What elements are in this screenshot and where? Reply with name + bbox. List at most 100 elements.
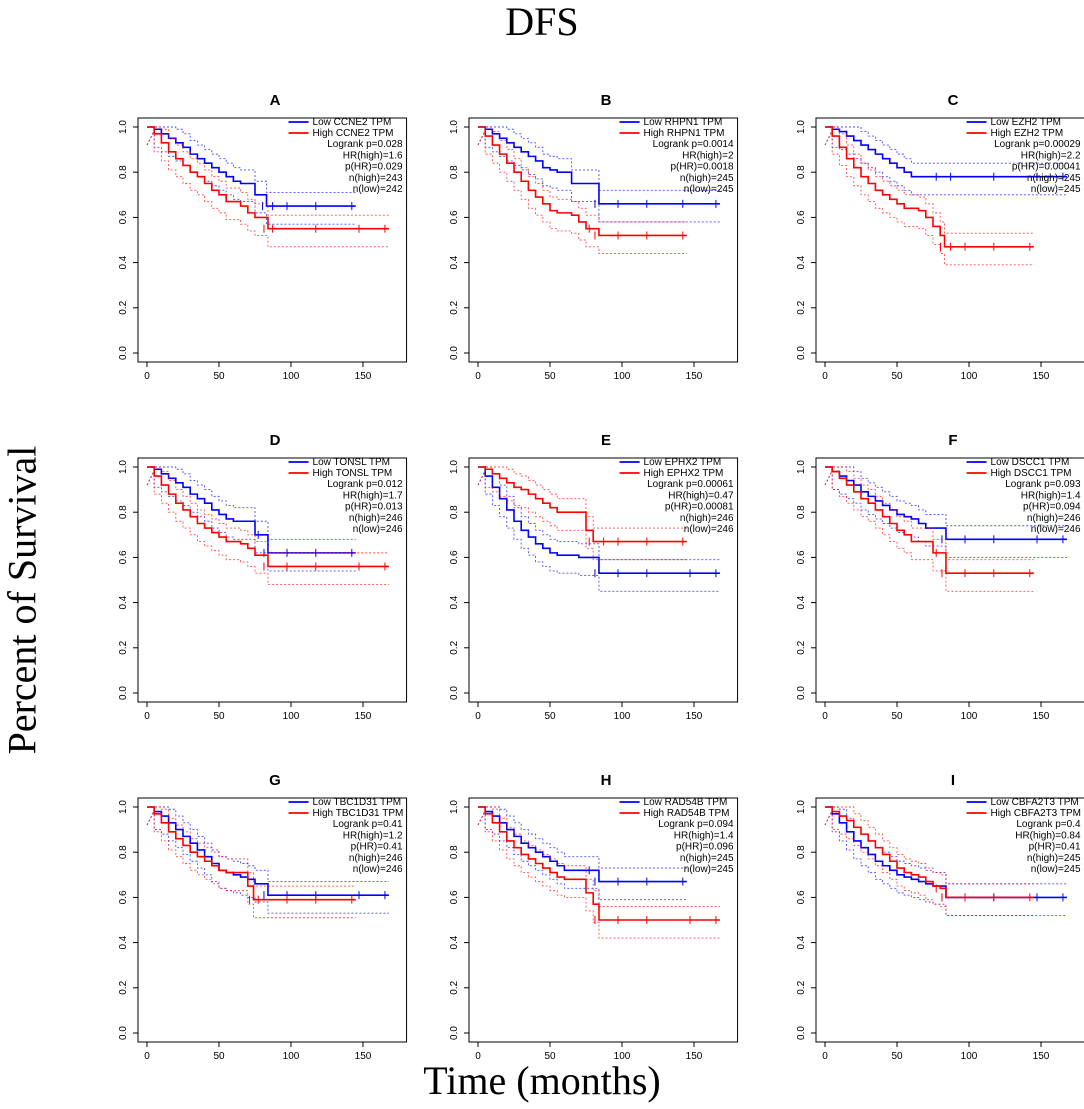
plot-frame bbox=[468, 797, 739, 1043]
x-tick-label: 150 bbox=[355, 371, 372, 382]
stat-line: n(high)=245 bbox=[680, 853, 734, 864]
panel-c: C 0 50 100 150 0.0 0.2 0.4 0.6 0.8 1.0 Low EZH2 TPM… bbox=[796, 92, 1084, 382]
stat-line: p(HR)=0.0018 bbox=[670, 162, 734, 173]
ci-lower-high bbox=[477, 130, 687, 255]
km-curve-high bbox=[147, 806, 356, 901]
x-tick-label: 100 bbox=[614, 1051, 631, 1062]
plot-frame bbox=[815, 117, 1084, 363]
panel-e: E 0 50 100 150 0.0 0.2 0.4 0.6 0.8 1.0 Low EPHX2 TP… bbox=[449, 432, 739, 722]
panel-b: B 0 50 100 150 0.0 0.2 0.4 0.6 0.8 1.0 Low RHPN1 TP… bbox=[449, 92, 739, 382]
stat-line: Logrank p=0.093 bbox=[1005, 479, 1081, 490]
plot-frame bbox=[815, 457, 1084, 703]
panel-h: H 0 50 100 150 0.0 0.2 0.4 0.6 0.8 1.0 Low RAD54B T… bbox=[449, 772, 739, 1062]
x-tick-label: 0 bbox=[144, 1051, 150, 1062]
panel-label: I bbox=[951, 772, 955, 789]
legend-entry-high: High RHPN1 TPM bbox=[644, 128, 725, 139]
x-tick-label: 50 bbox=[213, 711, 225, 722]
stat-line: Logrank p=0.094 bbox=[658, 819, 734, 830]
y-tick-label: 0.2 bbox=[796, 300, 807, 314]
x-tick-label: 100 bbox=[614, 711, 631, 722]
x-tick-label: 50 bbox=[544, 711, 556, 722]
ci-lower-high bbox=[824, 810, 1034, 916]
stat-line: HR(high)=1.7 bbox=[343, 490, 403, 501]
y-tick-label: 0.2 bbox=[449, 640, 460, 654]
plot-frame bbox=[468, 117, 739, 363]
y-tick-label: 0.8 bbox=[449, 165, 460, 179]
x-tick-label: 150 bbox=[686, 711, 703, 722]
stat-line: HR(high)=1.4 bbox=[1021, 490, 1081, 501]
x-tick-label: 0 bbox=[822, 1051, 828, 1062]
legend-entry-low: Low EZH2 TPM bbox=[991, 117, 1061, 128]
legend-entry-low: Low CBFA2T3 TPM bbox=[991, 797, 1079, 808]
ci-lower-high bbox=[146, 130, 389, 248]
stat-line: n(high)=246 bbox=[349, 513, 403, 524]
y-tick-label: 0.4 bbox=[796, 935, 807, 949]
y-tick-label: 0.4 bbox=[796, 255, 807, 269]
ci-lower-low bbox=[146, 810, 389, 914]
panel-label: G bbox=[269, 772, 281, 789]
y-tick-label: 0.2 bbox=[796, 980, 807, 994]
stat-line: HR(high)=0.84 bbox=[1015, 830, 1081, 841]
panel-label: D bbox=[270, 432, 281, 449]
y-tick-label: 0.0 bbox=[118, 686, 129, 700]
y-tick-label: 0.6 bbox=[118, 210, 129, 224]
ci-lower-high bbox=[146, 810, 356, 919]
km-curve-low bbox=[147, 806, 389, 896]
stat-line: HR(high)=1.2 bbox=[343, 830, 403, 841]
stat-line: p(HR)=0.00041 bbox=[1012, 162, 1081, 173]
panel-label: F bbox=[948, 432, 957, 449]
stat-line: n(low)=246 bbox=[1031, 524, 1081, 535]
ci-lower-high bbox=[146, 470, 389, 585]
panel-label: C bbox=[948, 92, 959, 109]
y-tick-label: 0.4 bbox=[449, 255, 460, 269]
y-tick-label: 1.0 bbox=[449, 460, 460, 474]
stat-line: p(HR)=0.096 bbox=[676, 842, 734, 853]
stat-line: Logrank p=0.4 bbox=[1016, 819, 1081, 830]
panel-label: A bbox=[270, 92, 281, 109]
km-curve-high bbox=[478, 126, 687, 237]
y-tick-label: 0.6 bbox=[449, 550, 460, 564]
y-tick-label: 0.6 bbox=[796, 550, 807, 564]
stat-line: n(low)=245 bbox=[684, 864, 734, 875]
legend-entry-high: High TONSL TPM bbox=[313, 468, 393, 479]
stat-line: n(high)=246 bbox=[349, 853, 403, 864]
y-tick-label: 1.0 bbox=[118, 120, 129, 134]
y-tick-label: 0.8 bbox=[796, 165, 807, 179]
stat-line: p(HR)=0.00081 bbox=[665, 502, 734, 513]
legend-entry-high: High CCNE2 TPM bbox=[313, 128, 394, 139]
x-tick-label: 50 bbox=[891, 1051, 903, 1062]
x-tick-label: 100 bbox=[961, 1051, 978, 1062]
x-tick-label: 100 bbox=[614, 371, 631, 382]
ci-upper-low bbox=[147, 126, 356, 193]
y-tick-label: 0.4 bbox=[118, 935, 129, 949]
km-curve-high bbox=[147, 466, 389, 568]
x-tick-label: 50 bbox=[544, 371, 556, 382]
stat-line: n(high)=245 bbox=[1027, 173, 1081, 184]
km-curve-low bbox=[825, 126, 1067, 178]
ci-upper-high bbox=[478, 126, 687, 223]
plot-frame bbox=[137, 117, 408, 363]
stat-line: Logrank p=0.0014 bbox=[653, 139, 734, 150]
km-curve-high bbox=[825, 126, 1034, 248]
y-tick-label: 0.0 bbox=[449, 686, 460, 700]
figure-xlabel: Time (months) bbox=[423, 1058, 661, 1103]
y-tick-label: 0.4 bbox=[449, 935, 460, 949]
ci-upper-high bbox=[147, 806, 356, 887]
plot-frame bbox=[468, 457, 739, 703]
stat-line: p(HR)=0.013 bbox=[345, 502, 403, 513]
km-curve-high bbox=[478, 806, 720, 921]
stat-line: p(HR)=0.41 bbox=[351, 842, 403, 853]
panel-f: F 0 50 100 150 0.0 0.2 0.4 0.6 0.8 1.0 Low DSCC1 TP… bbox=[796, 432, 1084, 722]
legend-entry-low: Low EPHX2 TPM bbox=[644, 457, 722, 468]
ci-upper-high bbox=[147, 126, 389, 216]
panel-a: A 0 50 100 150 0.0 0.2 0.4 0.6 0.8 1.0 Low CCNE2 TP… bbox=[118, 92, 408, 382]
y-tick-label: 0.6 bbox=[796, 210, 807, 224]
x-tick-label: 100 bbox=[283, 371, 300, 382]
x-tick-label: 150 bbox=[686, 371, 703, 382]
x-tick-label: 0 bbox=[822, 711, 828, 722]
legend-entry-low: Low TBC1D31 TPM bbox=[313, 797, 402, 808]
stat-line: p(HR)=0.094 bbox=[1023, 502, 1081, 513]
panel-i: I 0 50 100 150 0.0 0.2 0.4 0.6 0.8 1.0 Low CBFA2T3 … bbox=[796, 772, 1084, 1062]
y-tick-label: 0.6 bbox=[118, 550, 129, 564]
